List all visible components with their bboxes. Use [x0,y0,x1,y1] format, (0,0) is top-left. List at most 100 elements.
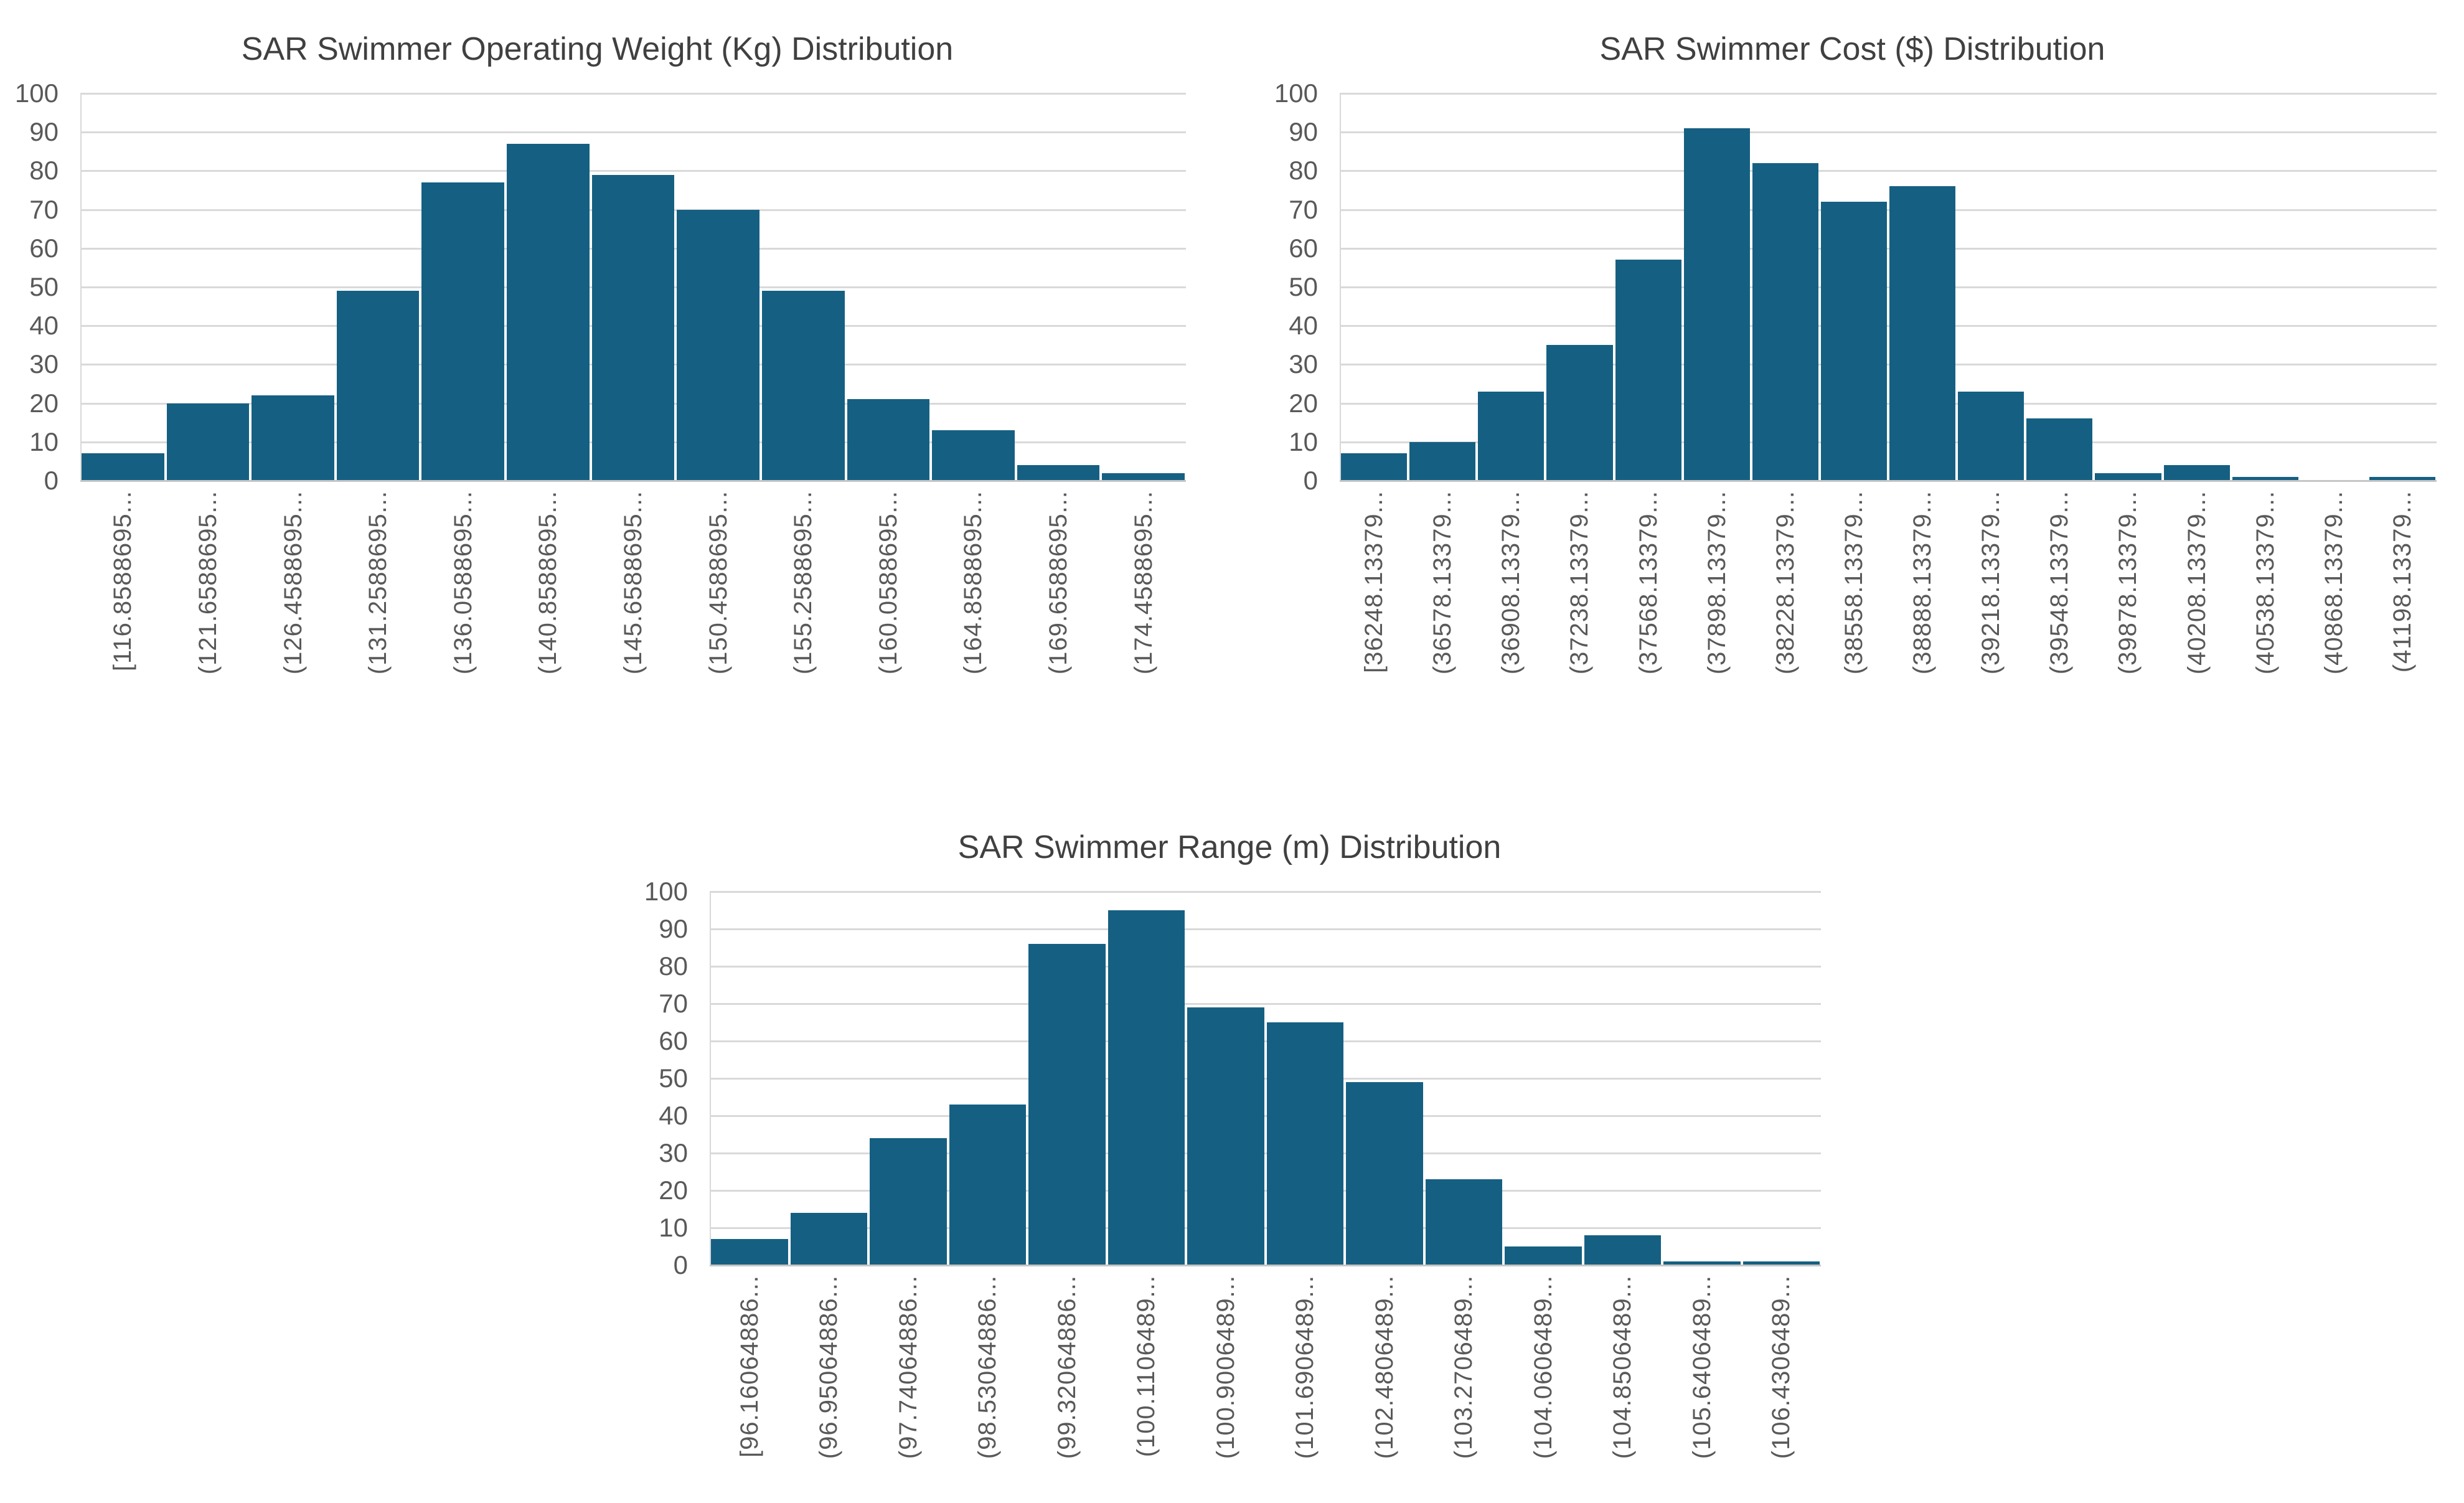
x-tick-label: (126.4588695... [279,491,307,675]
histogram-bar [1505,1246,1582,1265]
histogram-bar [1820,202,1887,481]
histogram-bar [1107,910,1185,1265]
x-tick-label: (105.6406489... [1688,1275,1716,1459]
histogram-bar [1017,465,1100,481]
x-tick-label: (169.6588695... [1045,491,1073,675]
y-tick-label: 80 [659,951,688,981]
x-tick-label: [36248.13379... [1360,491,1388,674]
gridline [1340,131,2437,134]
y-tick-label: 100 [14,78,59,108]
gridline [710,1040,1821,1042]
gridline [710,1152,1821,1154]
y-tick-label: 40 [29,311,59,341]
histogram-bar [507,143,590,481]
x-tick-label: (40208.13379... [2183,491,2211,675]
histogram-bar [1584,1235,1661,1265]
x-tick-label: (100.1106489... [1132,1275,1160,1458]
x-tick-label: (121.6588695... [194,491,222,675]
y-tick-label: 30 [1289,349,1318,379]
gridline [710,1115,1821,1117]
x-tick-label: (38558.13379... [1840,491,1868,675]
y-tick-label: 0 [673,1250,688,1279]
x-tick-label: (131.2588695... [364,491,392,675]
y-tick-label: 20 [1289,388,1318,418]
gridline [710,1190,1821,1192]
y-tick-label: 60 [29,233,59,263]
gridline [80,131,1186,134]
x-tick-label: (97.74064886... [894,1275,922,1459]
histogram-bar [932,430,1015,481]
gridline [1340,93,2437,95]
y-tick-label: 10 [29,426,59,456]
y-tick-label: 20 [29,388,59,418]
histogram-bar [949,1105,1026,1265]
gridline [80,170,1186,172]
y-tick-label: 50 [1289,272,1318,301]
x-tick-label: (136.0588695... [449,491,477,675]
x-tick-label: [96.16064886... [735,1275,763,1458]
y-tick-label: 70 [29,194,59,224]
x-tick-label: (102.4806489... [1370,1275,1398,1459]
x-tick-label: (40868.13379... [2320,491,2348,675]
histogram-bar [1187,1007,1264,1265]
y-tick-label: 60 [659,1026,688,1055]
y-tick-label: 90 [29,117,59,147]
histogram-bar [870,1138,947,1265]
gridline [1340,402,2437,405]
y-tick-label: 70 [659,989,688,1018]
gridline [710,1003,1821,1005]
histogram-bar [1889,186,1956,481]
gridline [1340,325,2437,327]
chart-title: SAR Swimmer Range (m) Distribution [957,829,1502,866]
x-tick-label: (174.4588695... [1129,491,1157,675]
histogram-bar [677,209,759,481]
histogram-bar [1752,163,1818,481]
y-tick-label: 60 [1289,233,1318,263]
plot-left-border [710,892,711,1265]
x-tick-label: (39218.13379... [1977,491,2005,675]
histogram-bar [1266,1022,1343,1265]
y-tick-label: 80 [1289,156,1318,186]
y-tick-label: 30 [659,1138,688,1167]
x-tick-label: [116.8588695... [109,491,137,672]
x-tick-label: (36578.13379... [1429,491,1457,675]
histogram-bar [252,395,334,481]
histogram-bar [1341,453,1408,481]
x-tick-label: (140.8588695... [534,491,562,675]
histogram-bar [790,1213,867,1265]
gridline [1340,209,2437,211]
y-tick-label: 0 [44,466,59,495]
histogram-bar [1478,391,1545,481]
y-tick-label: 20 [659,1176,688,1205]
x-tick-label: (145.6588695... [619,491,647,675]
x-tick-label: (37898.13379... [1703,491,1731,675]
chart-title: SAR Swimmer Cost ($) Distribution [1599,31,2105,68]
y-tick-label: 10 [1289,426,1318,456]
histogram-bar [1028,944,1106,1265]
histogram-bar [1958,391,2024,481]
histogram-bar [421,182,505,481]
gridline [710,1078,1821,1080]
y-tick-label: 10 [659,1213,688,1242]
y-tick-label: 40 [1289,311,1318,341]
x-axis-line [80,480,1186,482]
x-tick-label: (104.0606489... [1529,1275,1557,1459]
x-tick-label: (40538.13379... [2251,491,2279,675]
gridline [1340,364,2437,366]
y-tick-label: 50 [659,1063,688,1093]
y-tick-label: 90 [1289,117,1318,147]
x-tick-label: (101.6906489... [1291,1275,1319,1459]
histogram-bar [2026,418,2093,481]
histogram-bar [2369,476,2435,481]
gridline [80,93,1186,95]
y-tick-label: 70 [1289,194,1318,224]
x-axis-line [710,1265,1821,1266]
x-tick-label: (150.4588695... [704,491,732,675]
x-tick-label: (41198.13379... [2388,491,2416,673]
x-tick-label: (155.2588695... [789,491,817,675]
gridline [710,928,1821,930]
histogram-bar [1615,260,1681,481]
x-tick-label: (164.8588695... [959,491,987,675]
gridline [710,1227,1821,1229]
chart-title: SAR Swimmer Operating Weight (Kg) Distri… [241,31,954,68]
